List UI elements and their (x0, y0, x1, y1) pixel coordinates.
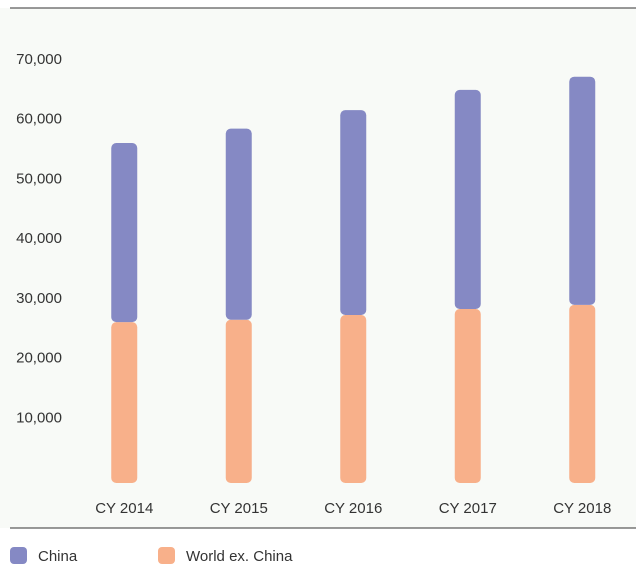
y-tick-label: 20,000 (16, 350, 62, 367)
bar-segment (340, 110, 367, 315)
bar-segment (569, 304, 596, 483)
bar-segment (225, 128, 252, 320)
legend-label: World ex. China (186, 548, 293, 564)
chart-background (0, 8, 636, 528)
x-tick-label: CY 2016 (324, 500, 382, 517)
legend-label: China (38, 548, 78, 564)
y-tick-label: 60,000 (16, 111, 62, 128)
y-tick-label: 50,000 (16, 170, 62, 187)
bar-segment (111, 143, 138, 323)
bar-segment (225, 319, 252, 483)
bar-segment (569, 76, 596, 305)
legend-swatch (10, 547, 27, 564)
x-tick-label: CY 2014 (95, 500, 153, 517)
y-tick-label: 30,000 (16, 290, 62, 307)
x-tick-label: CY 2015 (210, 500, 268, 517)
y-tick-label: 10,000 (16, 409, 62, 426)
bar-segment (454, 89, 481, 310)
x-tick-label: CY 2017 (439, 500, 497, 517)
bar-segment (340, 314, 367, 483)
y-tick-label: 40,000 (16, 230, 62, 247)
bar-segment (111, 322, 138, 483)
bar-segment (454, 309, 481, 483)
x-tick-label: CY 2018 (553, 500, 611, 517)
y-tick-label: 70,000 (16, 51, 62, 68)
legend-swatch (158, 547, 175, 564)
